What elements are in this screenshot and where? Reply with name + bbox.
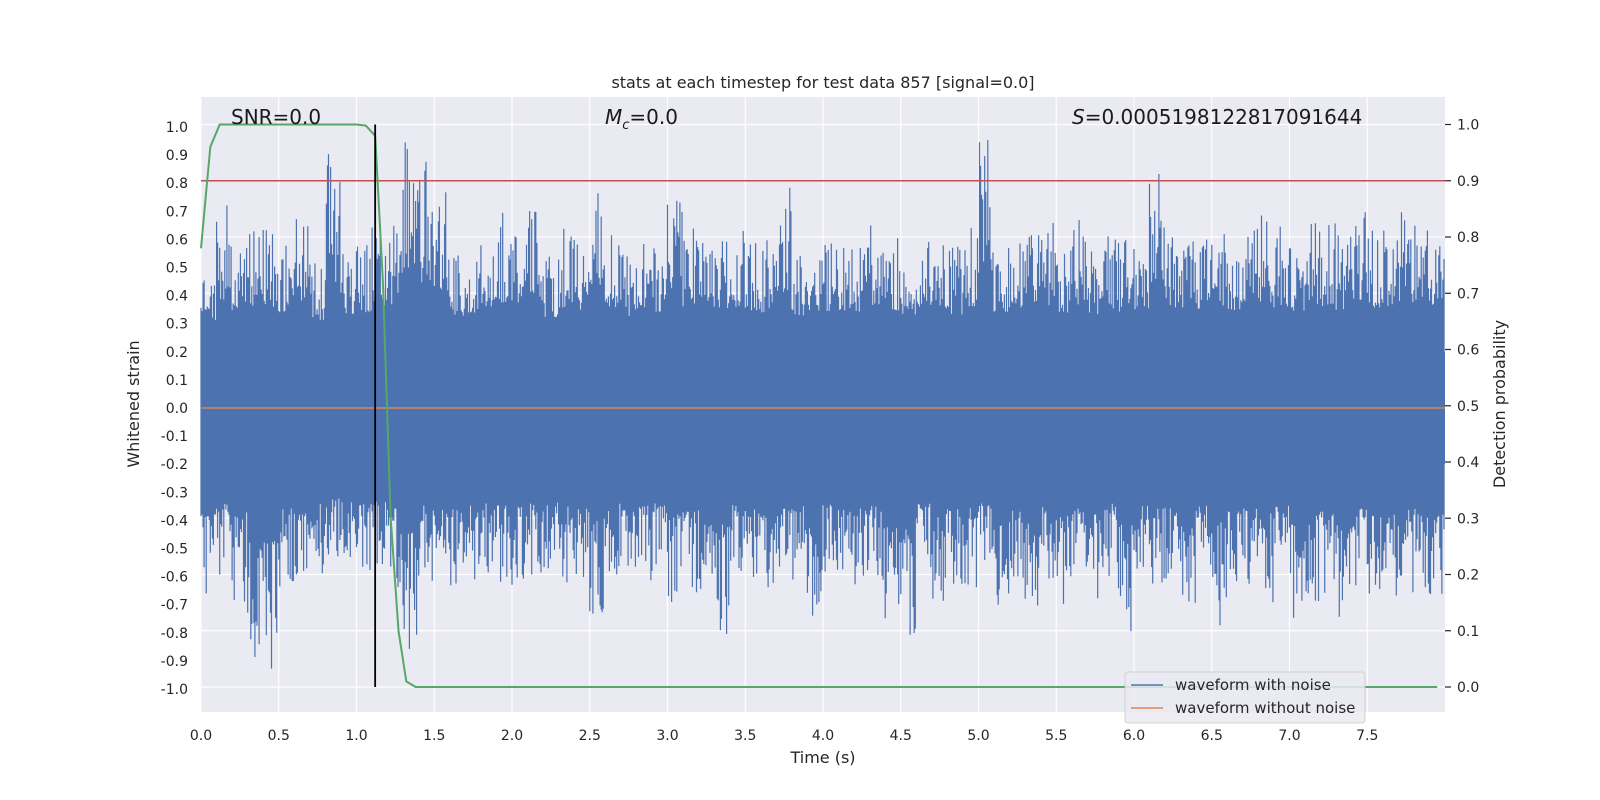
y2-tick-label: 0.7	[1457, 286, 1479, 302]
chirp-mass-symbol: M	[605, 105, 622, 129]
y2-tick-label: 0.2	[1457, 568, 1479, 584]
y2-tick-label: 0.5	[1457, 399, 1479, 415]
detection-probability-series	[200, 123, 1438, 688]
x-tick-label: 7.0	[1278, 728, 1300, 744]
y2-tick-label: 1.0	[1457, 118, 1479, 134]
y-tick-label: -1.0	[161, 682, 188, 698]
chart-title: stats at each timestep for test data 857…	[611, 73, 1034, 92]
y-tick-label: 0.9	[166, 148, 188, 164]
y-tick-label: 0.1	[166, 373, 188, 389]
legend-label-clean: waveform without noise	[1175, 699, 1355, 717]
x-tick-label: 4.0	[812, 728, 834, 744]
y-tick-label: 1.0	[166, 120, 188, 136]
y2-tick-labels: 1.0 0.9 0.8 0.7 0.6 0.5 0.4 0.3 0.2 0.1 0.0	[1445, 118, 1479, 696]
y-tick-label: -0.4	[161, 513, 188, 529]
x-tick-label: 5.0	[967, 728, 989, 744]
x-tick-labels: 0.0 0.5 1.0 1.5 2.0 2.5 3.0 3.5 4.0 4.5 5.0 5.5 6.0 6…	[190, 728, 1379, 744]
probability-curve	[200, 123, 1438, 688]
y2-tick-label: 0.9	[1457, 174, 1479, 190]
legend: waveform with noise waveform without noi…	[1124, 671, 1366, 724]
y-tick-label: 0.2	[166, 345, 188, 361]
y-tick-label: 0.3	[166, 317, 188, 333]
x-tick-label: 6.5	[1201, 728, 1223, 744]
y-tick-label: -0.2	[161, 457, 188, 473]
chirp-mass-subscript: c	[622, 118, 629, 133]
y-tick-label: -0.1	[161, 429, 188, 445]
x-tick-label: 1.5	[423, 728, 445, 744]
y2-tick-label: 0.6	[1457, 343, 1479, 359]
x-tick-label: 3.0	[656, 728, 678, 744]
legend-box	[1124, 671, 1366, 724]
chirp-mass-value: =0.0	[629, 105, 678, 129]
x-tick-label: 3.5	[734, 728, 756, 744]
s-symbol: S	[1072, 105, 1085, 129]
y-tick-label: 0.4	[166, 289, 188, 305]
y-tick-label: -0.5	[161, 542, 188, 558]
y-tick-label: 0.0	[166, 401, 188, 417]
y-tick-label: 0.8	[166, 176, 188, 192]
y-axis-label: Whitened strain	[124, 340, 143, 467]
y2-tick-label: 0.3	[1457, 511, 1479, 527]
x-tick-label: 1.0	[345, 728, 367, 744]
y2-tick-label: 0.8	[1457, 230, 1479, 246]
s-value: =0.0005198122817091644	[1085, 105, 1363, 129]
x-axis-label: Time (s)	[789, 748, 855, 767]
y-tick-label: -0.6	[161, 570, 188, 586]
y-tick-labels: 1.0 0.9 0.8 0.7 0.6 0.5 0.4 0.3 0.2 0.1 0.0 -0.1 -0.…	[161, 120, 188, 698]
x-tick-label: 2.0	[501, 728, 523, 744]
chirp-mass-annotation: Mc=0.0	[605, 105, 678, 133]
y2-tick-label: 0.4	[1457, 455, 1479, 471]
y2-axis-label: Detection probability	[1490, 320, 1509, 488]
x-tick-label: 7.5	[1356, 728, 1378, 744]
y-tick-label: -0.8	[161, 626, 188, 642]
y-tick-label: 0.5	[166, 261, 188, 277]
x-tick-label: 5.5	[1045, 728, 1067, 744]
y-tick-label: 0.7	[166, 204, 188, 220]
y-tick-label: -0.7	[161, 598, 188, 614]
x-tick-label: 2.5	[579, 728, 601, 744]
s-annotation: S=0.0005198122817091644	[1072, 105, 1362, 129]
x-tick-label: 0.5	[268, 728, 290, 744]
legend-label-noise: waveform with noise	[1175, 676, 1331, 694]
x-tick-label: 4.5	[890, 728, 912, 744]
snr-annotation: SNR=0.0	[231, 105, 321, 129]
y-tick-label: 0.6	[166, 232, 188, 248]
x-tick-label: 0.0	[190, 728, 212, 744]
y-tick-label: -0.9	[161, 654, 188, 670]
y2-tick-label: 0.0	[1457, 680, 1479, 696]
y-tick-label: -0.3	[161, 485, 188, 501]
x-tick-label: 6.0	[1123, 728, 1145, 744]
y2-tick-label: 0.1	[1457, 624, 1479, 640]
